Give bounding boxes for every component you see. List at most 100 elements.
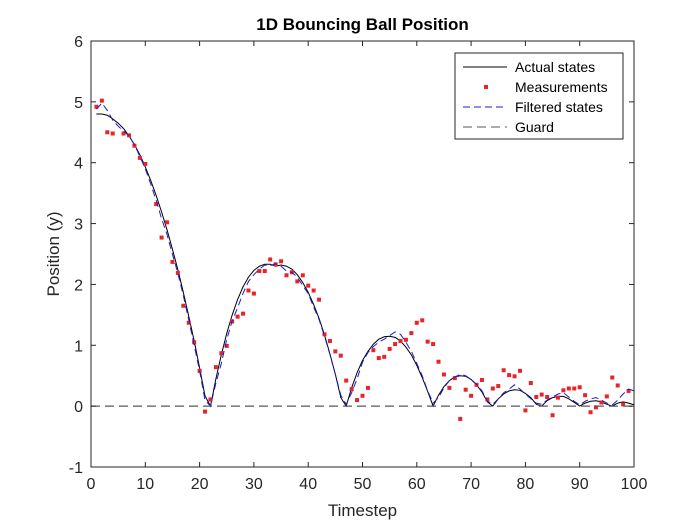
measurement-point [523,408,528,413]
measurement-point [344,378,349,383]
measurement-point [219,351,224,356]
y-tick-label: 3 [74,217,83,234]
measurement-point [192,340,197,345]
legend-label-actual-states: Actual states [515,59,595,75]
measurement-point [371,348,376,353]
measurement-point [376,356,381,361]
series-measurements [94,98,631,421]
measurement-point [338,353,343,358]
y-tick-label: 4 [74,156,83,173]
y-tick-label: 1 [74,338,83,355]
series-group [91,98,635,421]
measurement-point [349,387,354,392]
measurement-point [458,416,463,421]
measurement-point [420,318,425,323]
measurement-point [241,311,246,316]
y-tick-label: 6 [74,34,83,51]
measurement-point [268,257,273,262]
measurement-point [555,395,560,400]
x-tick-label: 60 [408,476,426,493]
measurement-point [382,354,387,359]
measurement-point [485,397,490,402]
x-tick-label: 50 [354,476,372,493]
measurement-point [327,339,332,344]
measurement-point [403,337,408,342]
measurement-point [311,288,316,293]
measurement-point [604,394,609,399]
measurement-point [186,320,191,325]
measurement-point [295,279,300,284]
legend: Actual states Measurements Filtered states… [454,52,624,140]
measurement-point [626,388,631,393]
measurement-point [414,320,419,325]
measurement-point [496,384,501,389]
measurement-point [317,297,322,302]
measurement-point [447,385,452,390]
measurement-point [94,104,99,109]
measurement-point [507,373,512,378]
measurement-point [105,130,110,135]
measurement-point [599,400,604,405]
measurement-point [463,387,468,392]
measurement-point [441,372,446,377]
measurement-point [159,235,164,240]
measurement-point [306,283,311,288]
measurement-point [561,388,566,393]
measurement-point [257,269,262,274]
measurement-point [528,381,533,386]
measurement-point [534,395,539,400]
x-tick-label: 90 [571,476,589,493]
measurement-point [355,398,360,403]
measurement-point [550,413,555,418]
measurement-point [479,377,484,382]
x-tick-label: 10 [136,476,154,493]
measurement-point [181,303,186,308]
measurement-point [577,385,582,390]
legend-label-filtered-states: Filtered states [515,99,603,115]
measurement-point [452,376,457,381]
measurement-point [469,393,474,398]
legend-marker-measurements [484,85,488,89]
measurement-point [360,393,365,398]
measurement-point [387,346,392,351]
y-tick-label: 0 [74,399,83,416]
measurement-point [165,220,170,225]
measurement-point [593,405,598,410]
measurement-point [143,161,148,166]
measurement-point [251,291,256,296]
series-line-filtered-states [96,102,635,408]
measurement-point [284,273,289,278]
measurement-point [610,375,615,380]
measurement-point [431,342,436,347]
y-tick-label: 5 [74,95,83,112]
measurement-point [170,259,175,264]
x-axis-label: Timestep [328,501,397,520]
measurement-point [213,365,218,370]
x-tick-label: 70 [462,476,480,493]
x-tick-label: 100 [621,476,648,493]
measurement-point [333,349,338,354]
measurement-point [545,395,550,400]
measurement-point [235,314,240,319]
measurement-point [572,386,577,391]
measurement-point [409,331,414,336]
measurement-point [436,359,441,364]
measurement-point [583,393,588,398]
y-tick-label: -1 [69,460,83,477]
x-tick-label: 30 [245,476,263,493]
y-tick-label: 2 [74,277,83,294]
legend-label-measurements: Measurements [515,79,608,95]
measurement-point [615,383,620,388]
measurement-point [501,368,506,373]
x-tick-label: 40 [299,476,317,493]
series-line-actual-states [96,113,635,408]
measurement-point [203,409,208,414]
x-tick-label: 80 [517,476,535,493]
measurement-point [246,288,251,293]
x-tick-label: 0 [87,476,96,493]
measurement-point [110,131,115,136]
chart-title: 1D Bouncing Ball Position [256,15,469,34]
measurement-point [262,269,267,274]
